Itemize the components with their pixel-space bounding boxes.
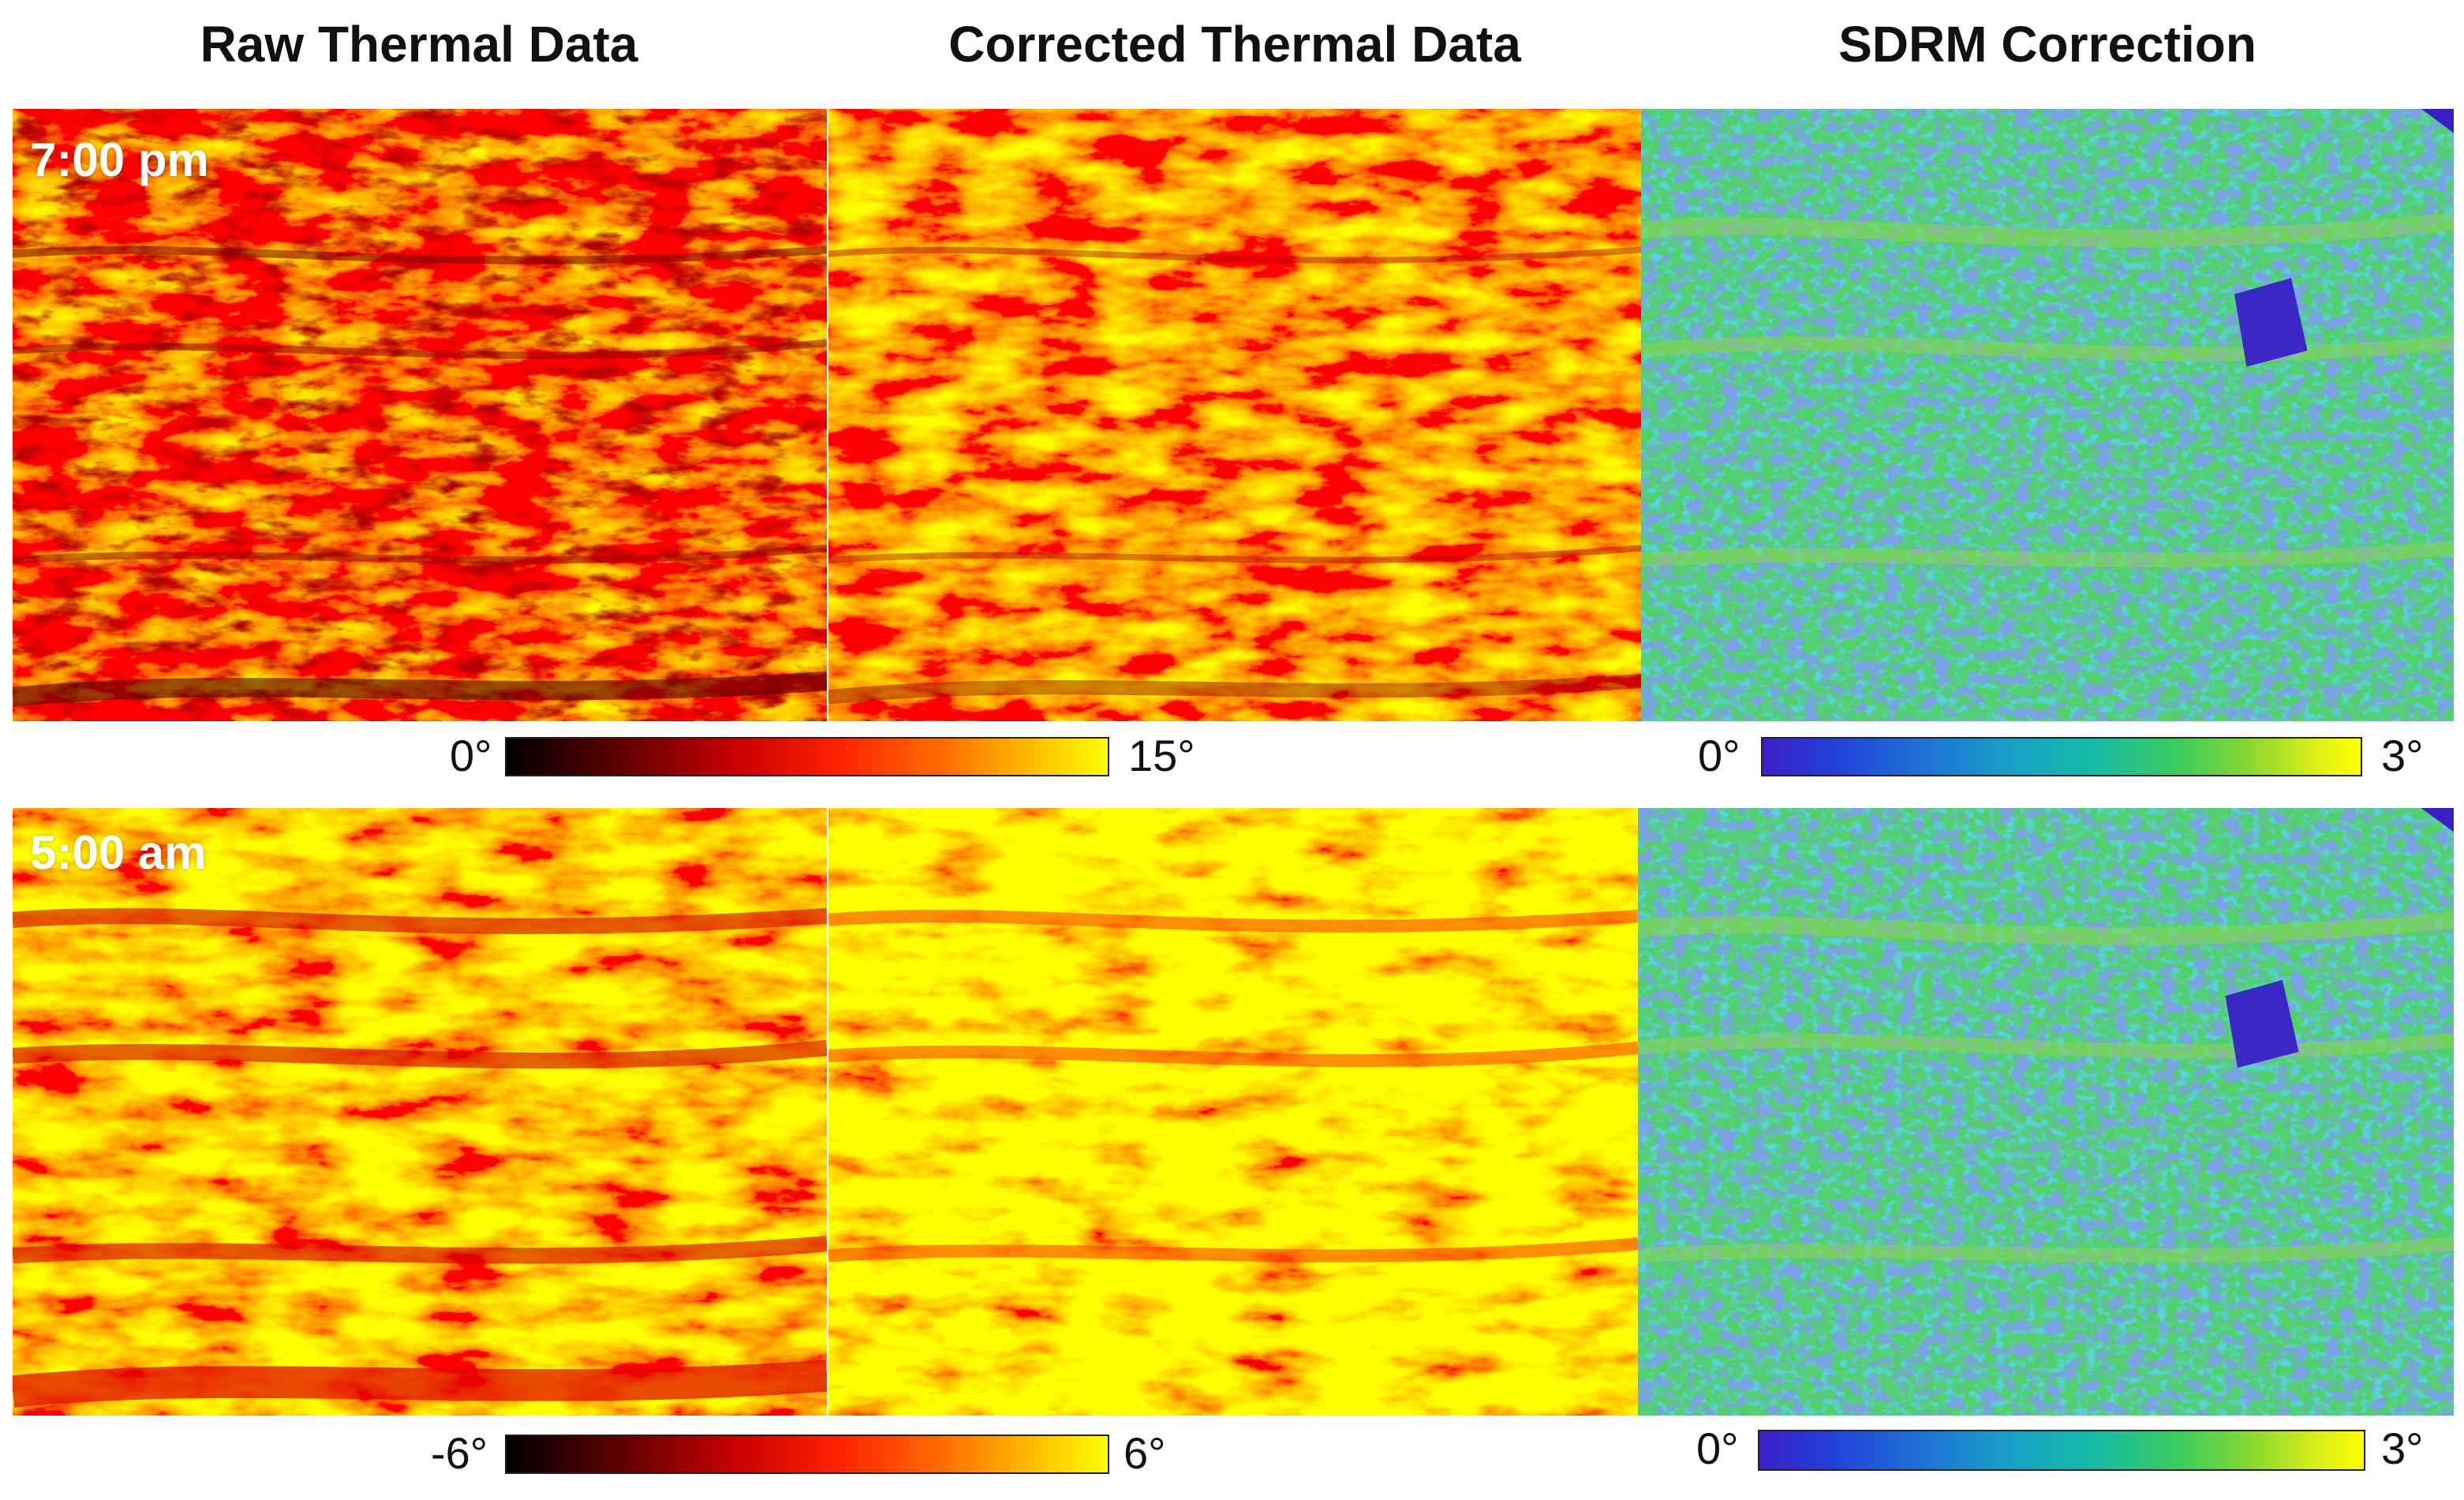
thermal-colorbar-min-morning: -6° (431, 1428, 488, 1478)
sdrm-texture (1641, 109, 2454, 721)
corrected-thermal-image-morning (828, 808, 1638, 1416)
thermal-colorbar-max-morning: 6° (1124, 1428, 1166, 1478)
sdrm-colorbar-max-evening: 3° (2381, 731, 2424, 780)
thermal-colorbar-max-evening: 15° (1128, 731, 1195, 780)
sdrm-colorbar-morning (1758, 1430, 2365, 1471)
thermal-colorbar-min-evening: 0° (450, 731, 492, 780)
sdrm-texture (1638, 808, 2454, 1416)
thermal-texture (828, 808, 1638, 1416)
column-title-raw: Raw Thermal Data (200, 16, 638, 73)
thermal-texture (828, 109, 1641, 721)
thermal-colorbar-morning (505, 1435, 1109, 1474)
time-label-morning: 5:00 am (30, 826, 207, 879)
sdrm-colorbar-min-evening: 0° (1698, 731, 1741, 780)
sdrm-colorbar-max-morning: 3° (2381, 1423, 2424, 1473)
thermal-texture (13, 109, 827, 721)
column-title-sdrm: SDRM Correction (1838, 16, 2256, 73)
corrected-thermal-image-evening (828, 109, 1641, 721)
time-label-evening: 7:00 pm (30, 133, 209, 186)
raw-thermal-image-evening: 7:00 pm (13, 109, 827, 721)
sdrm-correction-image-evening (1641, 109, 2454, 721)
sdrm-colorbar-evening (1761, 737, 2362, 776)
sdrm-correction-image-morning (1638, 808, 2454, 1416)
raw-thermal-image-morning: 5:00 am (13, 808, 827, 1416)
sdrm-colorbar-min-morning: 0° (1696, 1423, 1739, 1473)
thermal-texture (13, 808, 827, 1416)
column-title-corrected: Corrected Thermal Data (948, 16, 1521, 73)
thermal-colorbar-evening (505, 737, 1109, 776)
